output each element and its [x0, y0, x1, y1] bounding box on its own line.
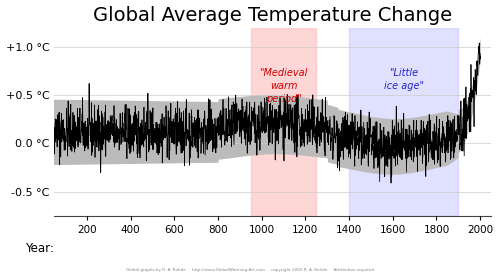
Text: "Little
ice age": "Little ice age": [384, 68, 424, 91]
Title: Global Average Temperature Change: Global Average Temperature Change: [93, 5, 452, 24]
Text: Year:: Year:: [26, 242, 54, 255]
Text: Global graphs by R. A. Rohde  ·  http://www.GlobalWarming.Art.com  ·  copyright : Global graphs by R. A. Rohde · http://ww…: [126, 268, 374, 272]
Bar: [251, 27, 316, 216]
Text: "Medieval
warm
period": "Medieval warm period": [260, 68, 308, 104]
Bar: [349, 27, 459, 216]
